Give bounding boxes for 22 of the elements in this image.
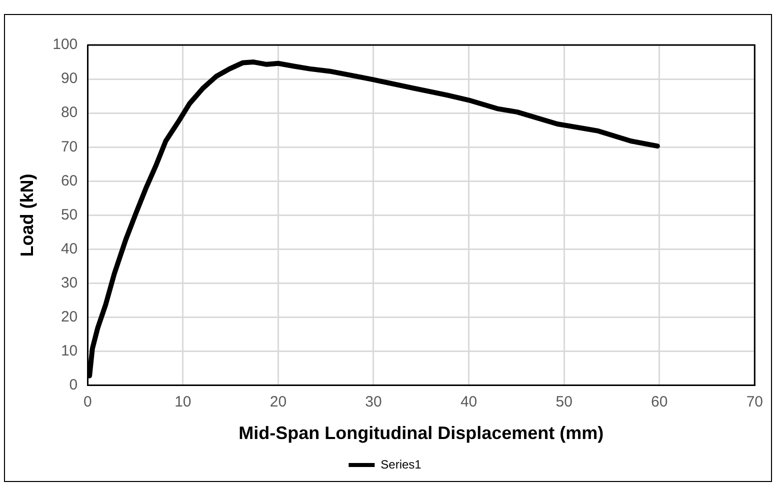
x-axis-title: Mid-Span Longitudinal Displacement (mm) <box>238 423 604 444</box>
x-tick-label: 60 <box>651 394 668 411</box>
y-tick-label: 80 <box>60 104 78 122</box>
legend-label: Series1 <box>380 457 422 472</box>
y-tick-label: 30 <box>60 274 78 292</box>
x-tick-label: 30 <box>365 394 382 411</box>
x-tick-label: 20 <box>270 394 287 411</box>
x-tick-label: 50 <box>556 394 572 411</box>
x-tick-label: 10 <box>174 394 192 411</box>
y-tick-label: 90 <box>60 70 78 88</box>
y-tick-label: 0 <box>69 376 78 394</box>
y-tick-label: 100 <box>52 36 78 54</box>
y-tick-label: 60 <box>60 172 78 190</box>
x-tick-label: 40 <box>460 394 478 411</box>
x-tick-label: 70 <box>746 394 763 411</box>
y-tick-label: 70 <box>60 138 78 156</box>
x-tick-label: 0 <box>83 394 92 411</box>
y-tick-label: 50 <box>60 206 78 224</box>
y-tick-label: 10 <box>60 342 78 360</box>
y-tick-label: 20 <box>60 308 78 326</box>
y-tick-label: 40 <box>60 240 78 258</box>
y-axis-title: Load (kN) <box>16 174 37 257</box>
